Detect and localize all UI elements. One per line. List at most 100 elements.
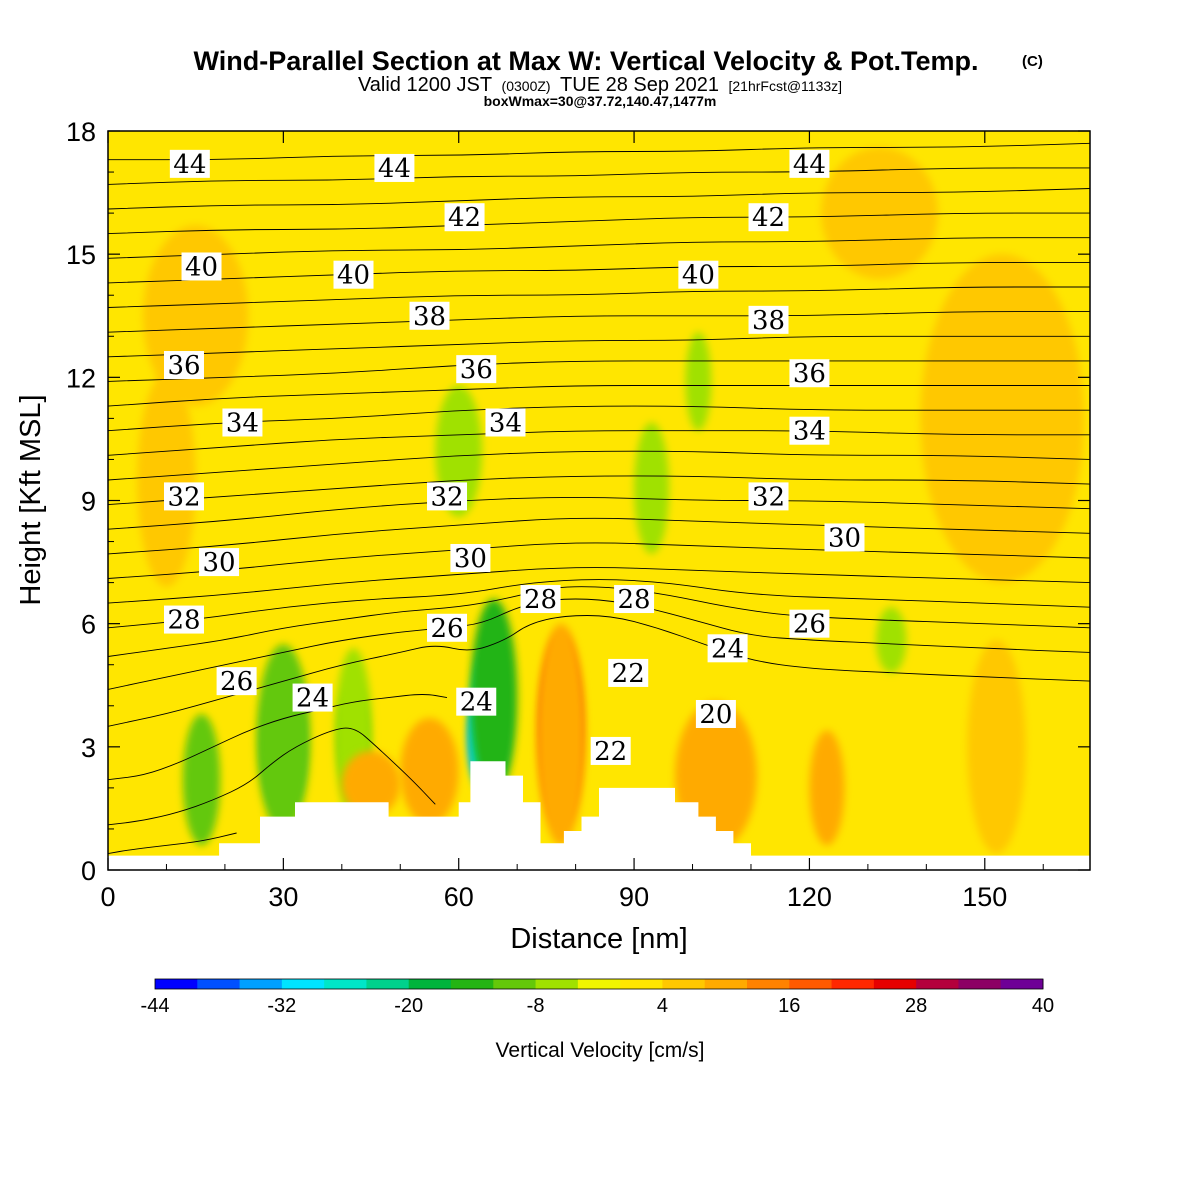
contour-label-27: 26: [216, 667, 257, 697]
isentrope-32: [108, 450, 1090, 481]
colorbar-swatch-1: [197, 979, 241, 989]
contour-label-18: 32: [748, 482, 789, 512]
contour-label-text: 36: [167, 351, 200, 381]
contour-label-text: 24: [296, 684, 329, 714]
contour-label-text: 22: [612, 659, 645, 689]
contour-label-text: 30: [203, 548, 236, 578]
colorbar-tick-label-1: -32: [267, 995, 296, 1017]
isentrope-22: [108, 694, 448, 781]
colorbar-swatch-14: [747, 979, 790, 989]
isentrope-33: [108, 430, 1090, 456]
colorbar: -44 -32 -20 -8 4 16 28 40: [141, 978, 1054, 1017]
colorbar-swatch-18: [916, 979, 959, 989]
contour-label-text: 28: [618, 585, 651, 615]
contour-label-box: [444, 203, 485, 232]
contour-label-text: 34: [226, 408, 259, 438]
subtitle-valid: Valid 1200 JST: [358, 74, 492, 96]
contour-label-19: 30: [199, 548, 240, 578]
contour-label-box: [163, 482, 204, 511]
velocity-cell-19: [341, 750, 401, 817]
velocity-cell-18: [809, 730, 845, 846]
contour-label-text: 40: [337, 261, 370, 291]
contour-label-box: [614, 585, 655, 614]
contour-label-3: 42: [444, 203, 485, 233]
colorbar-swatch-12: [662, 979, 706, 989]
contour-label-text: 26: [220, 667, 253, 697]
contour-label-25: 26: [427, 613, 468, 644]
y-tick-label-18: 18: [66, 117, 96, 147]
contour-label-text: 26: [430, 614, 463, 644]
contour-label-text: 38: [752, 306, 785, 336]
contour-label-box: [222, 408, 263, 437]
contour-label-box: [216, 667, 257, 696]
contour-label-29: 24: [292, 683, 333, 714]
contour-label-28: 24: [707, 634, 748, 664]
colorbar-swatch-15: [789, 979, 833, 989]
contour-label-box: [748, 203, 789, 232]
colorbar-swatch-11: [620, 979, 663, 989]
isentrope-30: [108, 496, 1090, 530]
contour-label-11: 36: [456, 355, 497, 385]
velocity-cell-22: [920, 254, 1085, 583]
contour-label-box: [608, 658, 649, 687]
contour-label-9: 38: [748, 305, 789, 336]
colorbar-tick-label-4: 4: [657, 995, 668, 1017]
contour-label-text: 30: [828, 523, 861, 553]
contour-label-box: [789, 149, 830, 178]
contour-label-text: 40: [682, 261, 715, 291]
y-tick-label-15: 15: [66, 240, 96, 270]
isentrope-26: [108, 579, 1090, 629]
x-tick-label-0: 0: [100, 882, 115, 912]
isentropes: [108, 142, 1090, 855]
colorbar-swatch-9: [535, 979, 579, 989]
contour-label-text: 44: [173, 150, 206, 180]
contour-label-text: 36: [460, 355, 493, 385]
contour-label-text: 28: [524, 585, 557, 615]
contour-label-0: 44: [169, 149, 210, 180]
contour-label-text: 26: [793, 610, 826, 640]
contour-label-text: 38: [413, 302, 446, 332]
contour-label-box: [163, 605, 204, 634]
colorbar-swatch-7: [451, 979, 494, 989]
contour-label-box: [333, 260, 374, 289]
contour-label-box: [707, 634, 748, 663]
velocity-cell-16: [400, 718, 459, 825]
isentrope-43: [108, 188, 1090, 210]
contour-label-4: 42: [748, 203, 789, 233]
velocity-cell-20: [137, 373, 196, 587]
y-tick-label-6: 6: [81, 610, 96, 640]
colorbar-frame: [154, 978, 1044, 990]
velocity-cell-24: [821, 147, 939, 279]
y-tick-label-3: 3: [81, 733, 96, 763]
colorbar-tick-label-0: -44: [141, 995, 170, 1017]
isentrope-38: [108, 311, 1090, 333]
isentrope-37: [108, 335, 1090, 358]
isentrope-27: [108, 567, 1090, 604]
contour-label-20: 30: [450, 543, 491, 574]
isentrope-35: [108, 385, 1090, 407]
contour-label-box: [456, 355, 497, 384]
contour-label-text: 28: [167, 606, 200, 636]
contour-label-box: [450, 543, 491, 572]
colorbar-tick-label-5: 16: [778, 995, 800, 1017]
contour-label-text: 40: [185, 252, 218, 282]
x-tick-label-60: 60: [444, 882, 474, 912]
isentrope-20: [108, 832, 237, 855]
contour-label-box: [748, 482, 789, 511]
x-axis-label: Distance [nm]: [510, 923, 687, 955]
subtitle-date: TUE 28 Sep 2021: [560, 74, 719, 96]
colorbar-swatch-4: [324, 979, 367, 989]
contour-labels: 44 44 44 42 42 40 40 40 38 38 36 36 36 34 34 34 32 32 32 30…: [163, 149, 865, 767]
contour-label-text: 20: [699, 700, 732, 730]
chart-subtitle-box: boxWmax=30@37.72,140.47,1477m: [484, 93, 717, 109]
contour-label-box: [485, 408, 526, 437]
contour-label-33: 20: [695, 699, 736, 730]
contour-label-box: [374, 153, 415, 182]
contour-label-box: [427, 613, 468, 642]
contour-label-2: 44: [789, 149, 830, 180]
y-tick-label-9: 9: [81, 487, 96, 517]
contour-label-text: 24: [460, 688, 493, 718]
colorbar-tick-label-7: 40: [1032, 995, 1054, 1017]
contour-label-text: 42: [448, 203, 481, 233]
contour-label-box: [824, 523, 865, 552]
